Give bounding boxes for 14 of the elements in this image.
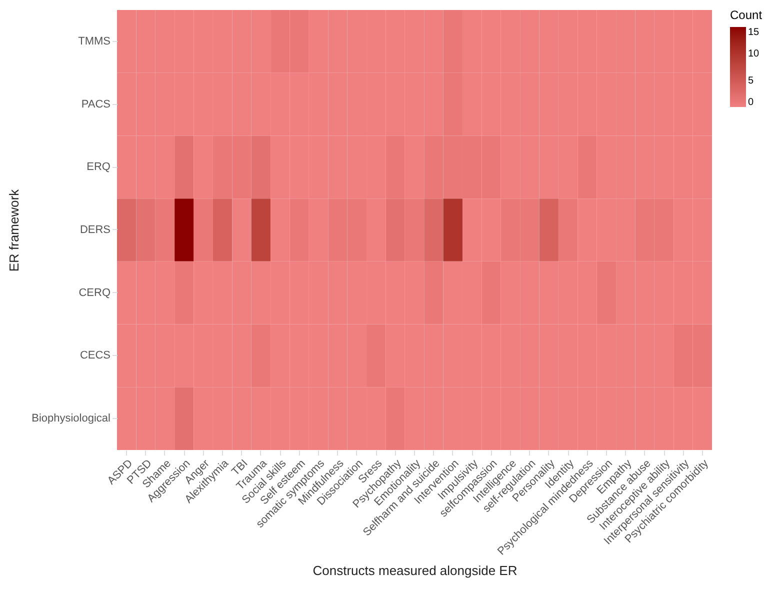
y-axis-title: ER framework <box>6 188 22 272</box>
y-tick-label: TMMS <box>78 35 110 48</box>
y-tick-label: Biophysiological <box>32 412 110 425</box>
color-bar-title: Count <box>730 8 763 22</box>
y-tick-label: CERQ <box>78 286 111 299</box>
color-bar-label: 15 <box>748 27 760 38</box>
x-axis-title: Constructs measured alongside ER <box>312 562 518 578</box>
color-bar-label: 5 <box>748 75 754 86</box>
color-bar-label: 10 <box>748 48 760 60</box>
y-tick-label: ERQ <box>86 161 111 174</box>
y-tick-label: PACS <box>81 98 110 110</box>
y-tick-label: CECS <box>80 350 110 362</box>
color-bar-label: 0 <box>748 97 754 108</box>
y-tick-label: DERS <box>80 224 110 236</box>
